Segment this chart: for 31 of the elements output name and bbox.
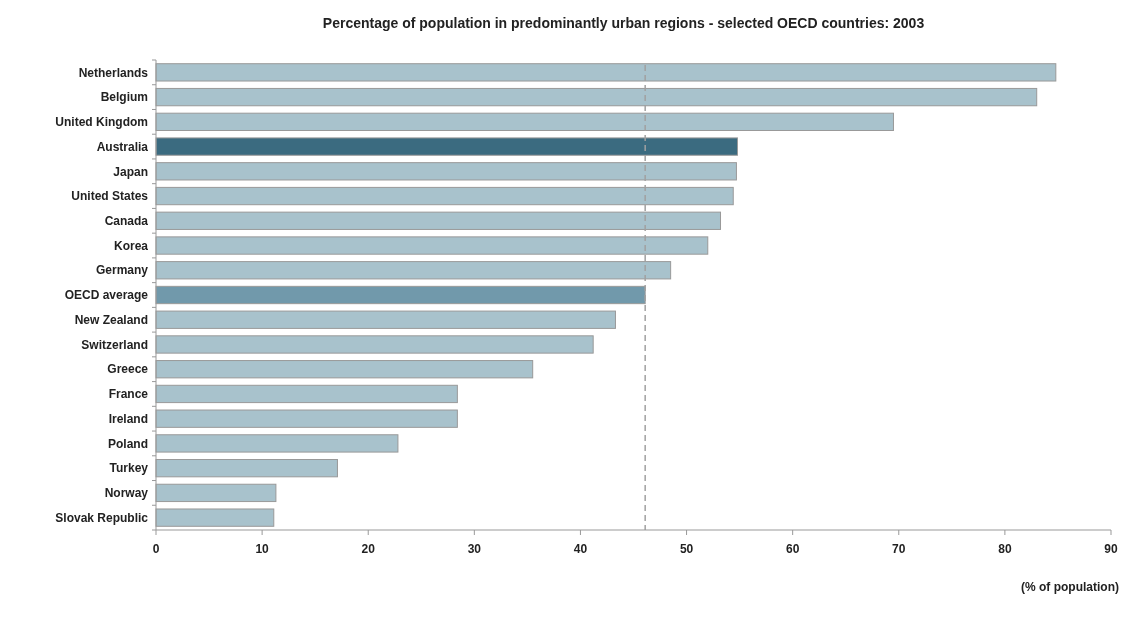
y-tick-label: United Kingdom bbox=[55, 115, 148, 130]
y-tick-label: Turkey bbox=[109, 461, 149, 476]
y-tick-label: Belgium bbox=[100, 90, 148, 105]
x-tick-label: 40 bbox=[573, 542, 588, 556]
x-tick-label: 90 bbox=[1104, 542, 1118, 556]
x-tick-label: 30 bbox=[467, 542, 482, 556]
x-tick-label: 60 bbox=[785, 542, 800, 556]
x-axis-title: (% of population) bbox=[1021, 580, 1119, 594]
y-tick-label: Switzerland bbox=[81, 337, 148, 352]
y-tick-label: Canada bbox=[104, 213, 149, 228]
x-tick-label: 20 bbox=[361, 542, 376, 556]
x-tick-label: 70 bbox=[892, 542, 906, 556]
y-tick-label: Korea bbox=[113, 238, 149, 253]
y-tick-label: Poland bbox=[107, 436, 148, 451]
y-tick-label: Slovak Republic bbox=[55, 510, 149, 525]
x-tick-label: 0 bbox=[152, 542, 160, 556]
x-tick-label: 80 bbox=[998, 542, 1012, 556]
y-tick-label: Germany bbox=[95, 263, 149, 278]
y-tick-label: Netherlands bbox=[78, 65, 149, 80]
y-tick-label: OECD average bbox=[64, 288, 149, 303]
chart-title: Percentage of population in predominantly urban regions - selected OECD countries: 2003 bbox=[322, 15, 925, 31]
x-tick-label: 10 bbox=[255, 542, 270, 556]
y-tick-label: Japan bbox=[113, 164, 148, 179]
y-tick-label: United States bbox=[71, 189, 149, 204]
y-tick-label: Greece bbox=[107, 362, 149, 377]
y-tick-label: Australia bbox=[96, 139, 149, 154]
y-tick-label: Ireland bbox=[108, 411, 148, 426]
x-tick-label: 50 bbox=[679, 542, 694, 556]
y-tick-label: New Zealand bbox=[74, 312, 148, 327]
y-tick-label: Norway bbox=[104, 486, 149, 501]
y-tick-label: France bbox=[108, 387, 149, 402]
